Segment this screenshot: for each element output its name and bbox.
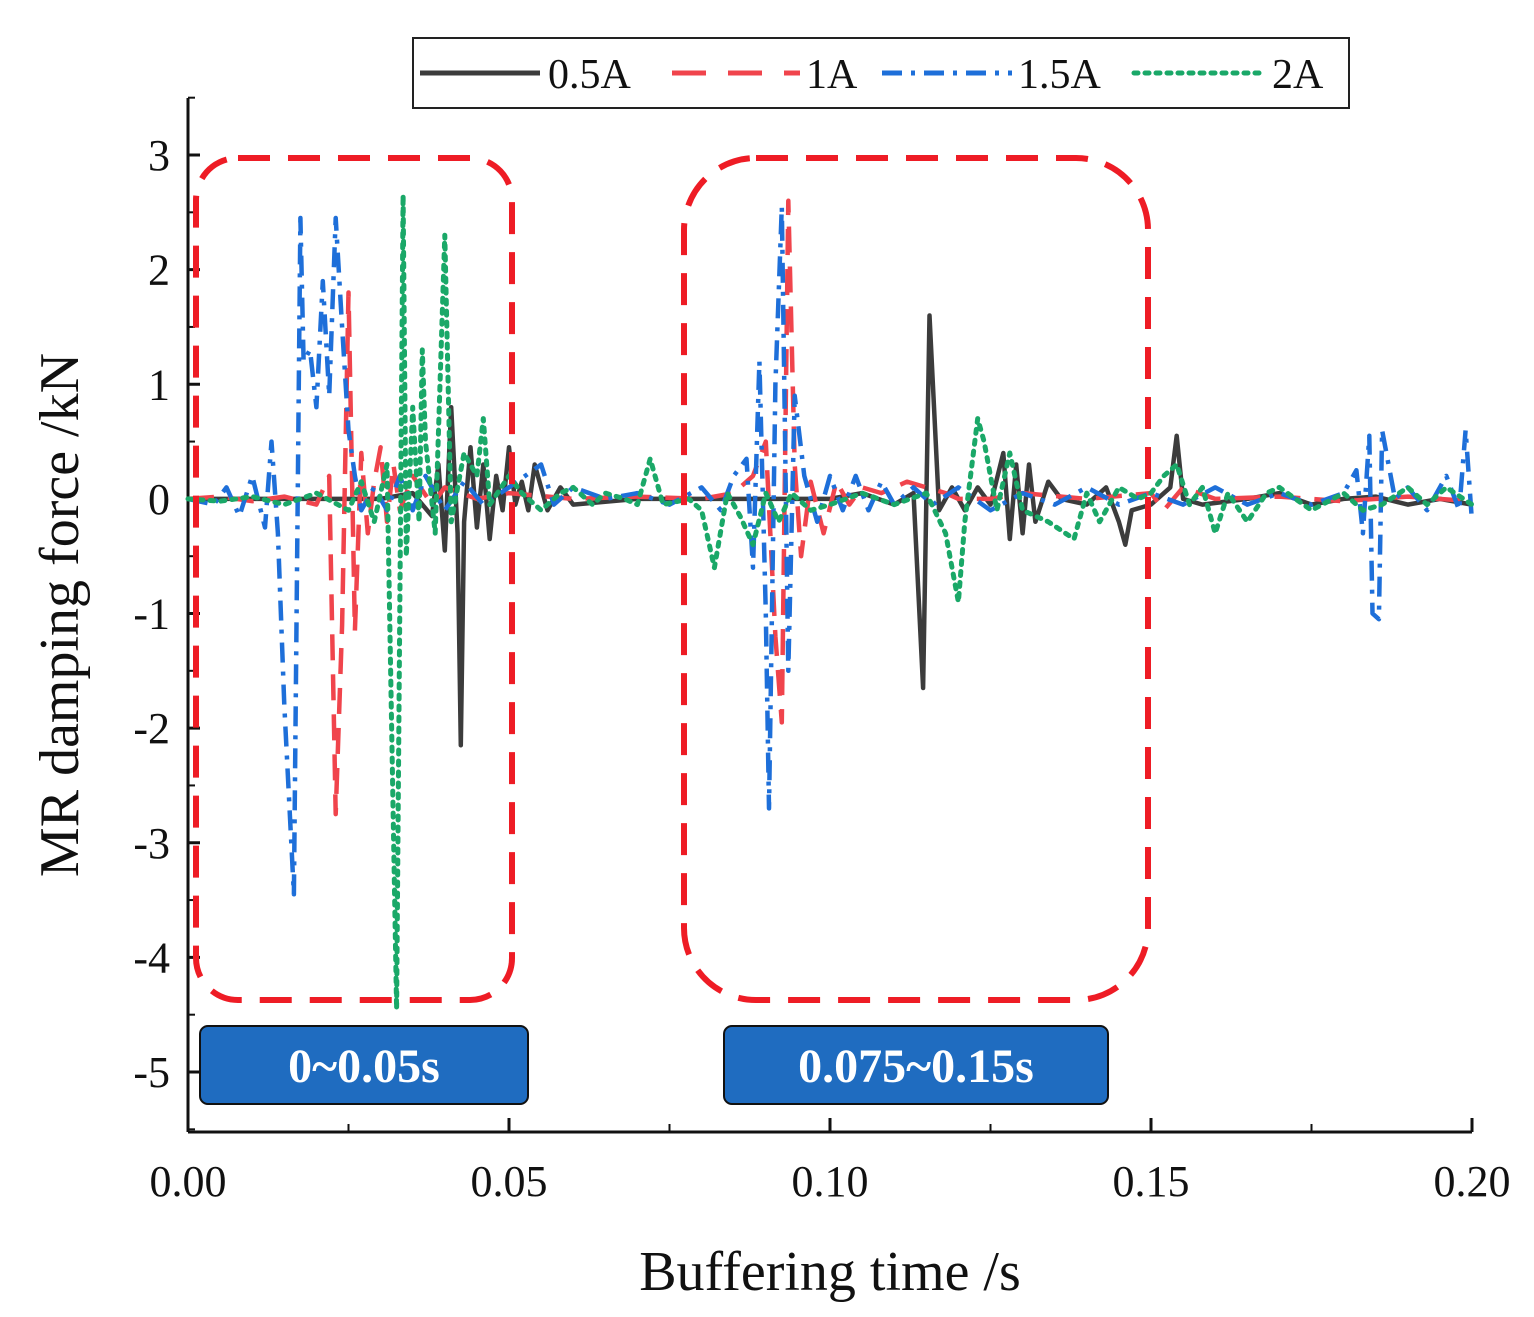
y-tick-label: -3 bbox=[133, 819, 170, 868]
window-label-late: 0.075~0.15s bbox=[798, 1040, 1034, 1093]
x-tick-label: 0.00 bbox=[150, 1157, 227, 1206]
x-axis-title: Buffering time /s bbox=[639, 1241, 1021, 1303]
y-tick-label: -2 bbox=[133, 704, 170, 753]
y-tick-label: -4 bbox=[133, 933, 170, 982]
y-axis-title: MR damping force /kN bbox=[29, 353, 91, 877]
x-tick-label: 0.15 bbox=[1113, 1157, 1190, 1206]
legend-label-1.5A: 1.5A bbox=[1018, 52, 1102, 98]
y-tick-label: 0 bbox=[148, 475, 170, 524]
series-group bbox=[185, 192, 1475, 1012]
legend-label-2A: 2A bbox=[1272, 52, 1324, 98]
series-line-1A bbox=[187, 198, 1473, 817]
x-tick-label: 0.20 bbox=[1434, 1157, 1511, 1206]
x-tick-label: 0.10 bbox=[792, 1157, 869, 1206]
axes: 3 2 1 0 -1 -2 -3 -4 -5 0.00 0.05 0.10 0.15 0.20 bbox=[133, 96, 1511, 1206]
window-label-box-late bbox=[723, 1025, 1109, 1105]
window-label-box-early bbox=[199, 1025, 529, 1105]
series-line-2A bbox=[185, 192, 1475, 1012]
series-line-0.5A bbox=[188, 313, 1473, 748]
y-ticks: 3 2 1 0 -1 -2 -3 -4 -5 bbox=[133, 96, 200, 1131]
x-ticks: 0.00 0.05 0.10 0.15 0.20 bbox=[150, 1118, 1511, 1206]
legend-label-1A: 1A bbox=[806, 52, 858, 98]
window-box-late bbox=[681, 155, 1151, 1003]
y-tick-label: 1 bbox=[148, 360, 170, 409]
y-tick-label: -5 bbox=[133, 1048, 170, 1097]
y-tick-label: 3 bbox=[148, 131, 170, 180]
x-tick-label: 0.05 bbox=[471, 1157, 548, 1206]
window-box-early bbox=[193, 155, 515, 1003]
y-tick-label: 2 bbox=[148, 246, 170, 295]
highlight-windows: 0~0.05s 0.075~0.15s bbox=[193, 155, 1151, 1105]
window-label-early: 0~0.05s bbox=[288, 1040, 440, 1093]
y-tick-label: -1 bbox=[133, 590, 170, 639]
series-line-1.5A bbox=[187, 204, 1475, 897]
legend-label-0.5A: 0.5A bbox=[548, 52, 632, 98]
legend: 0.5A 1A 1.5A 2A bbox=[412, 37, 1350, 109]
